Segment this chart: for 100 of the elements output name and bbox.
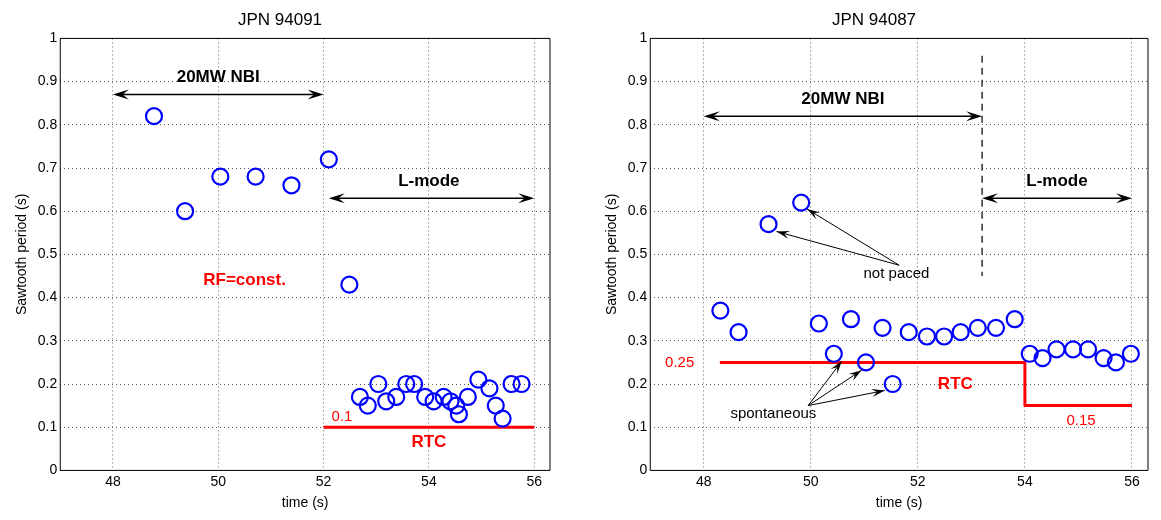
point [480,379,499,398]
point [1020,344,1039,363]
y-tick-label: 0.4 [37,288,58,305]
point [447,396,466,415]
point [416,387,435,407]
point [1063,340,1083,359]
annotation: RTC [937,373,973,393]
point [986,318,1006,337]
point [512,374,531,394]
x-tick-label: 54 [421,472,437,489]
x-tick-label: 56 [526,472,543,489]
annotation: 0.1 [331,406,353,424]
y-tick-label: 0.5 [37,245,58,262]
point [449,405,468,424]
point [1121,344,1140,363]
point [934,327,954,346]
point [1078,340,1098,359]
x-tick-label: 56 [1124,472,1140,489]
point [486,396,505,415]
y-tick-label: 0.3 [627,331,648,348]
annotation: not paced [863,263,930,281]
y-tick-label: 0.9 [37,72,58,89]
annotation: RTC [411,432,447,452]
x-tick-label: 54 [1017,472,1033,489]
point [883,374,902,394]
point [434,387,453,407]
y-tick-label: 0 [49,461,58,478]
point [144,107,164,126]
annotation: 20MW NBI [176,66,260,86]
x-tick-label: 52 [910,472,926,489]
y-tick-label: 0.1 [37,418,58,435]
point [369,374,388,394]
point [469,370,488,389]
point [792,193,811,212]
point [319,150,338,169]
annotation: 0.25 [665,352,695,370]
annotation: 0.15 [1066,410,1096,428]
point [458,387,477,407]
y-tick-label: 0.1 [627,418,648,435]
point [246,167,265,186]
x-axis-title: time (s) [875,494,923,511]
y-tick-label: 1 [639,29,648,46]
annotation: RF=const. [203,270,286,290]
point [856,353,876,372]
point [951,323,970,342]
chart-title: JPN 94091 [237,9,323,29]
point [841,310,861,329]
y-tick-label: 0.3 [37,331,58,348]
point [493,409,512,428]
y-tick-label: 0.6 [627,202,648,219]
point [175,202,195,221]
point [387,387,406,407]
y-tick-label: 1 [49,29,58,46]
y-tick-label: 0.8 [627,115,648,132]
point [809,314,828,333]
point [340,275,359,294]
y-tick-label: 0.9 [627,72,648,89]
point [282,176,301,195]
point [1033,348,1052,368]
point [873,318,892,337]
point [1047,340,1066,359]
x-tick-label: 48 [105,472,121,489]
point [502,374,521,394]
x-axis-title: time (s) [281,494,329,511]
point [424,392,443,411]
point [729,323,748,342]
y-tick-label: 0.7 [627,158,648,175]
annotation: spontaneous [730,404,817,422]
point [968,318,987,337]
y-tick-label: 0.6 [37,202,58,219]
x-tick-label: 52 [315,472,332,489]
y-tick-label: 0.8 [37,115,58,132]
y-tick-label: 0.2 [37,374,58,391]
annotation: 20MW NBI [801,88,885,108]
point [824,344,843,363]
y-tick-label: 0.7 [37,158,58,175]
x-tick-label: 48 [695,472,712,489]
point [899,323,918,342]
point [350,387,369,407]
y-tick-label: 0.5 [627,245,648,262]
point [377,392,396,411]
point [917,327,937,346]
point [1005,310,1024,329]
point [759,215,778,234]
y-tick-label: 0 [639,461,648,478]
point [1106,353,1125,372]
point [358,396,377,415]
y-axis-title: Sawtooth period (s) [603,193,620,316]
y-tick-label: 0.4 [627,288,648,305]
point [405,374,424,394]
y-axis-title: Sawtooth period (s) [13,193,30,316]
annotation: L-mode [1026,170,1088,190]
point [441,392,460,411]
point [1094,348,1113,368]
chart-title: JPN 94087 [831,9,917,29]
point [711,301,730,320]
y-tick-label: 0.2 [627,374,648,391]
x-tick-label: 50 [210,472,227,489]
x-tick-label: 50 [803,472,819,489]
annotation: L-mode [398,170,460,190]
